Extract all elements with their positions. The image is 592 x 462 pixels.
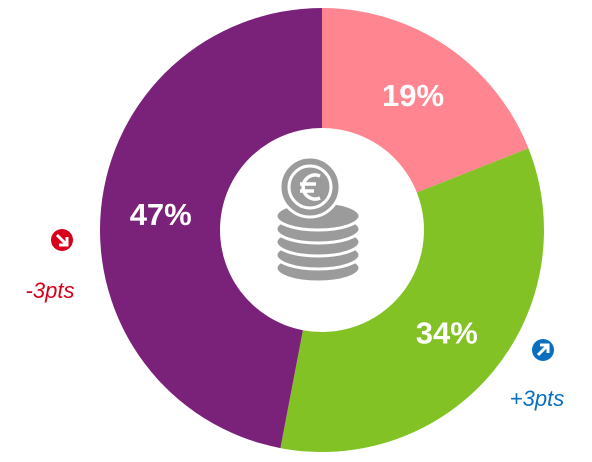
annotation-text: +3pts [510,386,564,411]
value-label: 47% [130,197,192,232]
coins-icon [274,155,362,284]
arrow [55,233,69,247]
donut-segment [322,8,529,193]
donut-segment [280,148,545,453]
value-label: 34% [416,315,478,350]
donut-segment [99,8,322,449]
annotation: -3pts [26,229,75,303]
annotation-text: -3pts [26,278,75,303]
annotation: +3pts [510,339,564,411]
value-label: 19% [382,78,444,113]
arrow [536,343,550,357]
